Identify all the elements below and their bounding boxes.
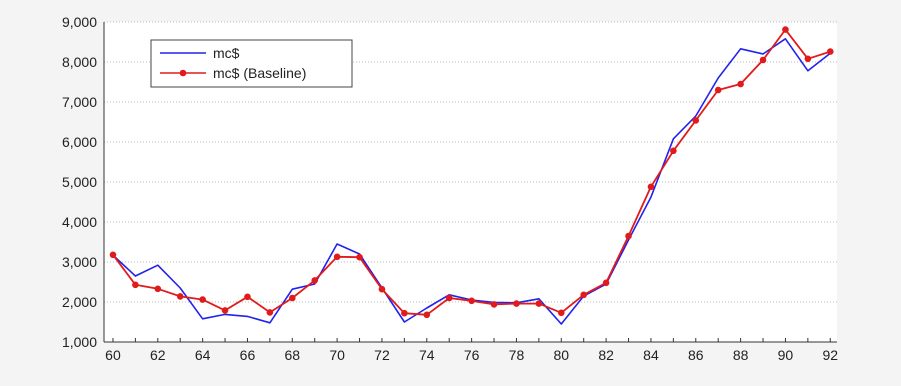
y-tick-label: 2,000 (62, 294, 97, 310)
data-point (244, 293, 251, 301)
data-point (580, 291, 588, 299)
data-point (378, 285, 386, 293)
data-point (221, 307, 229, 314)
y-tick-label: 9,000 (62, 14, 97, 30)
data-point (557, 309, 565, 317)
x-tick-label: 66 (240, 347, 256, 363)
data-point (737, 80, 744, 88)
data-point (109, 251, 117, 259)
data-point (692, 117, 700, 124)
x-tick-label: 80 (553, 347, 569, 363)
y-tick-label: 6,000 (62, 134, 97, 150)
data-point (333, 253, 341, 261)
data-point (714, 86, 722, 94)
data-point (401, 309, 408, 317)
x-tick-label: 78 (509, 347, 525, 363)
x-tick-label: 60 (105, 347, 121, 363)
data-point (759, 56, 767, 64)
x-tick-label: 74 (419, 347, 435, 363)
data-point (670, 147, 677, 155)
y-tick-label: 7,000 (62, 94, 97, 110)
x-tick-label: 62 (150, 347, 166, 363)
data-point (468, 297, 475, 305)
x-tick-label: 86 (688, 347, 704, 363)
data-point (445, 294, 453, 302)
data-point (176, 293, 184, 300)
y-tick-label: 1,000 (62, 334, 97, 350)
x-tick-label: 76 (464, 347, 480, 363)
x-tick-label: 72 (374, 347, 390, 363)
data-point (535, 300, 543, 307)
legend-marker (179, 69, 187, 77)
data-point (625, 232, 632, 240)
x-tick-label: 70 (329, 347, 345, 363)
legend: mc$ mc$ (Baseline) (150, 39, 353, 88)
data-point (288, 294, 296, 302)
y-tick-label: 4,000 (62, 214, 97, 230)
data-point (311, 277, 319, 284)
x-tick-label: 82 (598, 347, 614, 363)
y-tick-label: 5,000 (62, 174, 97, 190)
x-tick-label: 68 (285, 347, 301, 363)
data-point (356, 253, 363, 261)
axes: 1,000 2,000 3,000 4,000 5,000 6,000 7,000 8,000… (62, 14, 838, 363)
legend-label: mc$ (213, 45, 240, 61)
data-point (423, 311, 431, 319)
legend-label: mc$ (Baseline) (213, 65, 306, 81)
data-point (647, 183, 655, 191)
x-tick-label: 84 (643, 347, 659, 363)
data-point (602, 279, 610, 287)
data-point (782, 26, 789, 33)
x-tick-label: 92 (822, 347, 838, 363)
series-layer (109, 26, 834, 325)
data-point (804, 55, 812, 63)
data-point (490, 301, 498, 308)
x-tick-label: 88 (733, 347, 749, 363)
data-point (826, 48, 834, 55)
x-tick-label: 64 (195, 347, 211, 363)
y-tick-label: 3,000 (62, 254, 97, 270)
data-point (132, 281, 139, 289)
data-point (513, 300, 520, 307)
data-point (154, 285, 162, 293)
data-point (266, 309, 274, 316)
data-point (199, 296, 206, 303)
y-tick-label: 8,000 (62, 54, 97, 70)
legend-box (150, 39, 353, 88)
x-tick-label: 90 (778, 347, 794, 363)
